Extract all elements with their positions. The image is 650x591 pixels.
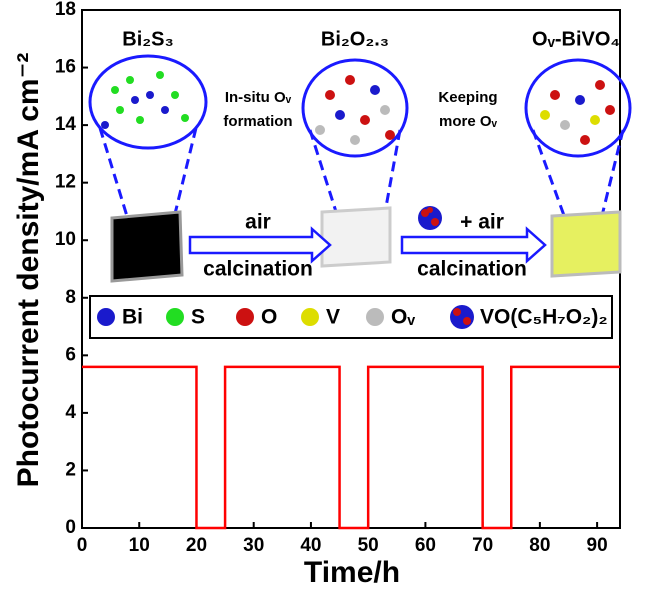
legend-label: S <box>191 306 205 329</box>
x-tick-label: 70 <box>472 535 493 556</box>
label: Bi₂O₂.₃ <box>321 28 389 50</box>
label: calcination <box>203 258 313 281</box>
molecule-balls <box>101 71 615 145</box>
arrow <box>188 226 332 264</box>
legend-swatches <box>97 305 474 329</box>
data-line <box>82 365 620 530</box>
y-tick-label: 4 <box>65 402 76 423</box>
x-tick-label: 60 <box>415 535 436 556</box>
y-tick-label: 0 <box>65 517 76 538</box>
y-tick-label: 8 <box>65 287 76 308</box>
label: + air <box>460 211 504 234</box>
x-tick-label: 30 <box>243 535 264 556</box>
vo-acac-icon <box>418 206 442 230</box>
y-tick-label: 2 <box>65 459 76 480</box>
x-tick-label: 0 <box>77 535 88 556</box>
bi2o-film <box>320 206 392 268</box>
arrow <box>400 226 547 264</box>
legend-label: O <box>261 306 277 329</box>
x-tick-label: 20 <box>186 535 207 556</box>
y-tick-label: 18 <box>55 0 76 20</box>
bivo4-film <box>550 210 622 278</box>
legend-label: Bi <box>122 306 143 329</box>
y-tick-label: 10 <box>55 229 76 250</box>
y-tick-label: 14 <box>55 114 77 135</box>
bi2s3-film <box>110 210 184 283</box>
label: Oᵥ-BiVO₄ <box>532 28 620 50</box>
x-tick-label: 80 <box>529 535 550 556</box>
label: Keeping <box>438 89 497 106</box>
x-tick-label: 10 <box>129 535 150 556</box>
legend-label: VO(C₅H₇O₂)₂ <box>480 306 608 329</box>
y-tick-label: 12 <box>55 172 76 193</box>
x-tick-label: 50 <box>358 535 379 556</box>
x-tick-label: 40 <box>300 535 321 556</box>
y-tick-label: 16 <box>55 57 76 78</box>
label: In-situ Oᵥ <box>225 89 292 106</box>
legend-label: Oᵥ <box>391 306 415 329</box>
label: air <box>245 211 271 234</box>
label: calcination <box>417 258 527 281</box>
legend-label: V <box>326 306 340 329</box>
y-tick-label: 6 <box>65 344 76 365</box>
label: formation <box>223 113 292 130</box>
y-axis-label: Photocurrent density/mA cm⁻² <box>12 53 45 488</box>
x-tick-label: 90 <box>587 535 608 556</box>
x-axis-label: Time/h <box>304 556 400 589</box>
zoom-lines <box>98 127 625 241</box>
label: more Oᵥ <box>439 113 498 130</box>
zoom-circles <box>88 54 632 158</box>
label: Bi₂S₃ <box>122 28 173 50</box>
